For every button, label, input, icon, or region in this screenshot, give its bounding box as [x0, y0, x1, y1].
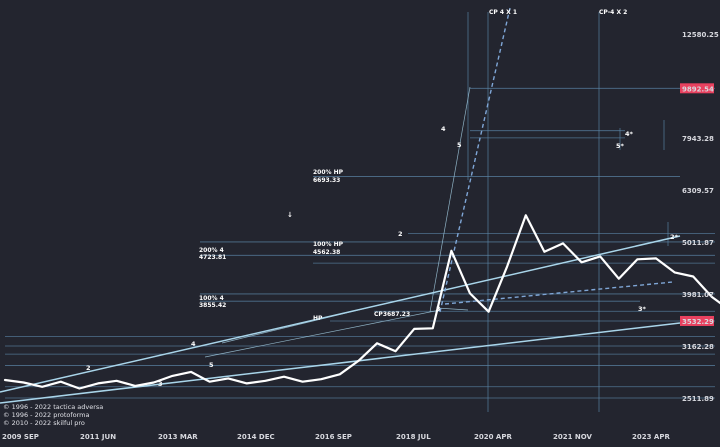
x-tick-label-7: 2021 NOV	[553, 433, 593, 441]
wave-label-a5: 5	[209, 361, 214, 369]
x-tick-label-2: 2013 MAR	[158, 433, 198, 441]
price-line	[3, 214, 720, 390]
level-label-200: 200% 4	[199, 247, 224, 254]
trend-line-4	[429, 86, 471, 313]
wave-label-a4: 4	[191, 340, 196, 348]
grid-lines	[5, 12, 715, 412]
y-tick-label-6: 3532.29	[682, 318, 714, 326]
wave-label-b4: 4	[441, 125, 446, 133]
wave-label-a2: 2	[86, 364, 91, 372]
y-tick-label-3: 6309.57	[682, 187, 714, 195]
x-tick-label-5: 2018 JUL	[396, 433, 431, 441]
copyright-line-1: © 1996 - 2022 tactica adversa	[3, 403, 103, 411]
wave-label-4star: 4*	[625, 130, 634, 138]
y-tick-label-8: 2511.89	[682, 395, 714, 403]
copyright-line-2: © 1996 - 2022 protoforma	[3, 411, 90, 419]
trend-lines	[0, 7, 681, 404]
copyright-line-3: © 2010 - 2022 skilful pro	[3, 419, 85, 427]
level-label-100: 100% 4	[199, 295, 224, 302]
annotations: 2 3 4 5 2 3 4 5 4* 5* 3* 2* ↓ 200% HP 66…	[86, 9, 679, 388]
level-value-200: 4723.81	[199, 254, 226, 261]
wave-label-2star: 2*	[670, 233, 679, 241]
y-tick-label-2: 7943.28	[682, 135, 714, 143]
cp-level-label: CP3687.23	[374, 311, 410, 318]
level-label-200-hp: 200% HP	[313, 169, 344, 176]
trend-line-3	[204, 309, 441, 358]
hp-label: HP	[313, 315, 323, 322]
wave-label-3star: 3*	[638, 305, 647, 313]
level-label-100-hp: 100% HP	[313, 241, 344, 248]
y-tick-label-0: 12580.25	[682, 31, 719, 39]
level-value-100: 3855.42	[199, 302, 226, 309]
wave-label-b3: 3	[436, 305, 441, 313]
price-series	[3, 214, 720, 390]
y-tick-label-5: 3981.07	[682, 291, 714, 299]
y-tick-label-7: 3162.28	[682, 343, 714, 351]
x-tick-label-8: 2023 APR	[632, 433, 670, 441]
y-tick-badge-1	[680, 83, 714, 94]
x-tick-label-0: 2009 SEP	[2, 433, 39, 441]
copyright-block: © 1996 - 2022 tactica adversa © 1996 - 2…	[3, 403, 103, 427]
trend-line-1	[0, 322, 681, 404]
level-value-100-hp: 4562.38	[313, 249, 340, 256]
wave-label-a3: 3	[158, 380, 163, 388]
x-axis: 2009 SEP 2011 JUN 2013 MAR 2014 DEC 2016 SEP…	[2, 433, 670, 441]
cp-top-label: CP 4 X 1	[489, 9, 517, 16]
level-value-200-hp: 6693.33	[313, 177, 340, 184]
dashed-projection-high	[439, 7, 511, 313]
cp-right-label: CP-4 X 2	[599, 9, 627, 16]
y-tick-label-4: 5011.87	[682, 239, 714, 247]
x-tick-label-6: 2020 APR	[474, 433, 512, 441]
y-tick-label-1: 9892.54	[682, 85, 714, 93]
x-tick-label-4: 2016 SEP	[315, 433, 352, 441]
trend-line-0	[0, 235, 681, 393]
x-tick-label-3: 2014 DEC	[237, 433, 275, 441]
x-tick-label-1: 2011 JUN	[80, 433, 116, 441]
wave-label-b5: 5	[457, 141, 462, 149]
wave-label-b2: 2	[398, 230, 403, 238]
dashed-projection-low	[444, 281, 674, 305]
wave-label-5star: 5*	[616, 142, 625, 150]
y-axis: 12580.25 9892.54 7943.28 6309.57 5011.87 3981…	[680, 31, 719, 403]
crash-arrow: ↓	[287, 211, 293, 219]
trend-line-2	[221, 299, 401, 344]
y-tick-badge-6	[680, 315, 714, 326]
trend-line-5	[436, 307, 469, 311]
